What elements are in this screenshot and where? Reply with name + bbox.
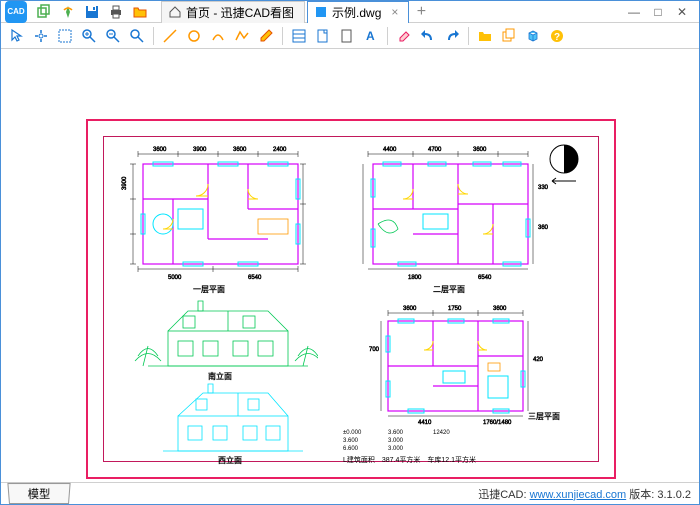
svg-text:1750: 1750: [448, 306, 462, 312]
new-doc-icon[interactable]: [313, 26, 333, 46]
svg-text:3600: 3600: [233, 147, 247, 153]
tab-add-button[interactable]: +: [411, 2, 431, 22]
svg-text:3.600: 3.600: [388, 430, 404, 436]
zoom-fit-icon[interactable]: [127, 26, 147, 46]
toolbar-separator: [387, 27, 388, 45]
redo-icon[interactable]: [442, 26, 462, 46]
status-url-link[interactable]: www.xunjiecad.com: [530, 489, 627, 501]
elevation-west: [148, 381, 318, 456]
svg-text:3600: 3600: [473, 147, 487, 153]
zoom-in-icon[interactable]: [79, 26, 99, 46]
help-icon[interactable]: ?: [547, 26, 567, 46]
svg-text:3600: 3600: [493, 306, 507, 312]
status-brand: 迅捷CAD:: [478, 489, 526, 501]
tab-home-label: 首页 - 迅捷CAD看图: [186, 4, 294, 21]
compass-icon: [544, 141, 584, 191]
3d-cube-icon[interactable]: [523, 26, 543, 46]
folder-icon[interactable]: [131, 3, 149, 21]
svg-text:6540: 6540: [478, 275, 492, 281]
home-icon: [168, 5, 182, 19]
elevation-west-label: 西立面: [218, 455, 242, 466]
svg-text:3600: 3600: [403, 306, 417, 312]
close-button[interactable]: ✕: [675, 5, 689, 19]
svg-text:3.000: 3.000: [388, 446, 404, 452]
floorplan-1: 3600 3900 3600 2400 3900 5000 6540: [118, 139, 318, 284]
circle-tool-icon[interactable]: [184, 26, 204, 46]
svg-text:4700: 4700: [428, 147, 442, 153]
svg-text:3600: 3600: [153, 147, 167, 153]
status-version: 3.1.0.2: [657, 489, 691, 501]
svg-text:3900: 3900: [193, 147, 207, 153]
quick-toolbar: [31, 0, 153, 24]
status-bar: 模型 迅捷CAD: www.xunjiecad.com 版本: 3.1.0.2: [1, 482, 699, 504]
zoom-out-icon[interactable]: [103, 26, 123, 46]
tab-file[interactable]: 示例.dwg ×: [307, 1, 409, 23]
pan-tool-icon[interactable]: [31, 26, 51, 46]
svg-text:4200: 4200: [533, 357, 543, 363]
svg-text:6.600: 6.600: [343, 446, 359, 452]
titlebar: CAD 首页 - 迅捷CAD看图 示例.dwg × + — □ ✕: [1, 1, 699, 23]
polyline-tool-icon[interactable]: [232, 26, 252, 46]
erase-tool-icon[interactable]: [394, 26, 414, 46]
svg-text:L建筑面积 387.4平方米 车库12.1平方米: L建筑面积 387.4平方米 车库12.1平方米: [343, 455, 476, 464]
svg-text:2400: 2400: [273, 147, 287, 153]
layers-icon[interactable]: [289, 26, 309, 46]
model-tab[interactable]: 模型: [7, 483, 70, 504]
copy-icon[interactable]: [35, 3, 53, 21]
minimize-button[interactable]: —: [627, 5, 641, 19]
arc-tool-icon[interactable]: [208, 26, 228, 46]
open-folder-icon[interactable]: [475, 26, 495, 46]
app-window: CAD 首页 - 迅捷CAD看图 示例.dwg × + — □ ✕: [0, 0, 700, 505]
svg-text:3.000: 3.000: [388, 438, 404, 444]
svg-text:5000: 5000: [168, 275, 182, 281]
floorplan-3-label: 三层平面: [528, 411, 560, 422]
print-icon[interactable]: [107, 3, 125, 21]
edit-tool-icon[interactable]: [256, 26, 276, 46]
main-toolbar: A ?: [1, 23, 699, 49]
dwg-icon: [314, 5, 328, 19]
toolbar-separator: [468, 27, 469, 45]
tab-bar: 首页 - 迅捷CAD看图 示例.dwg × +: [161, 0, 431, 24]
cursor-tool-icon[interactable]: [7, 26, 27, 46]
svg-text:3.600: 3.600: [343, 438, 359, 444]
floorplan-3: 360017503600 7004200 44101760/1480: [363, 301, 543, 431]
status-info: 迅捷CAD: www.xunjiecad.com 版本: 3.1.0.2: [478, 486, 691, 502]
floorplan-2-label: 二层平面: [433, 284, 465, 295]
tab-close-icon[interactable]: ×: [391, 5, 398, 19]
elevation-south: [128, 296, 318, 371]
svg-text:3300: 3300: [538, 185, 548, 191]
svg-text:12420: 12420: [433, 430, 450, 436]
info-block: ±0.000 3.600 12420 3.600 3.000 6.600 3.000 L…: [343, 426, 543, 466]
select-rect-icon[interactable]: [55, 26, 75, 46]
palm-icon[interactable]: [59, 3, 77, 21]
svg-text:A: A: [366, 29, 375, 43]
svg-text:4400: 4400: [383, 147, 397, 153]
svg-text:±0.000: ±0.000: [343, 430, 362, 436]
maximize-button[interactable]: □: [651, 5, 665, 19]
text-tool-icon[interactable]: A: [361, 26, 381, 46]
app-icon: CAD: [5, 1, 27, 23]
window-controls: — □ ✕: [627, 5, 699, 19]
drawing-page-border: 3600 3900 3600 2400 3900 5000 6540: [86, 119, 616, 479]
svg-text:700: 700: [369, 347, 380, 353]
line-tool-icon[interactable]: [160, 26, 180, 46]
tab-file-label: 示例.dwg: [332, 4, 381, 21]
status-version-label: 版本:: [629, 489, 654, 501]
tab-home[interactable]: 首页 - 迅捷CAD看图: [161, 1, 305, 23]
toolbar-separator: [153, 27, 154, 45]
svg-text:3600: 3600: [538, 225, 548, 231]
svg-text:3900: 3900: [122, 176, 128, 190]
floorplan-1-label: 一层平面: [193, 284, 225, 295]
svg-text:1800: 1800: [408, 275, 422, 281]
doc-icon[interactable]: [337, 26, 357, 46]
floorplan-2: 4400 4700 3600 3300 3600 1800 6540: [348, 139, 548, 284]
save-icon[interactable]: [83, 3, 101, 21]
undo-icon[interactable]: [418, 26, 438, 46]
drawing-canvas[interactable]: 3600 3900 3600 2400 3900 5000 6540: [1, 49, 699, 482]
copy-tool-icon[interactable]: [499, 26, 519, 46]
svg-text:?: ?: [554, 32, 560, 43]
svg-text:6540: 6540: [248, 275, 262, 281]
toolbar-separator: [282, 27, 283, 45]
